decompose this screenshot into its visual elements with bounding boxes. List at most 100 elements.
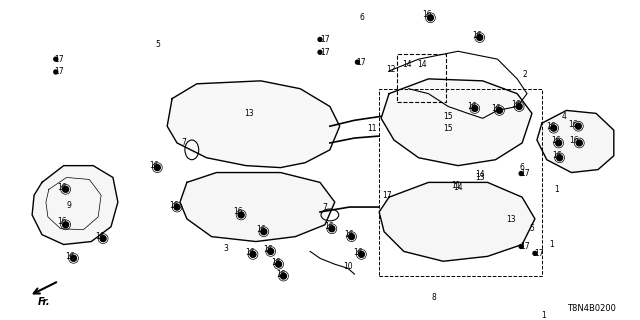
Circle shape xyxy=(268,248,274,254)
Text: 14: 14 xyxy=(475,170,484,179)
Circle shape xyxy=(355,60,360,64)
Circle shape xyxy=(280,273,287,279)
Text: 1: 1 xyxy=(554,185,559,194)
Circle shape xyxy=(250,252,256,257)
Polygon shape xyxy=(537,110,614,172)
Text: 6: 6 xyxy=(360,13,365,22)
Circle shape xyxy=(557,155,563,161)
Circle shape xyxy=(100,236,106,242)
Text: 17: 17 xyxy=(356,58,366,67)
Text: 11: 11 xyxy=(451,181,461,190)
Text: 1: 1 xyxy=(541,311,546,320)
Text: 4: 4 xyxy=(562,112,567,121)
Text: 16: 16 xyxy=(422,10,432,19)
Text: 3: 3 xyxy=(224,244,228,253)
Text: 17: 17 xyxy=(320,35,330,44)
Text: 16: 16 xyxy=(245,248,255,257)
Bar xyxy=(397,54,446,101)
Circle shape xyxy=(519,172,523,175)
Text: 5: 5 xyxy=(529,224,534,233)
Text: 16: 16 xyxy=(570,137,579,146)
Text: 16: 16 xyxy=(263,245,273,254)
Text: 7: 7 xyxy=(323,203,328,212)
Text: 15: 15 xyxy=(444,112,453,121)
Text: 13: 13 xyxy=(244,109,254,118)
Circle shape xyxy=(70,255,76,261)
Text: 17: 17 xyxy=(382,191,392,200)
Text: 16: 16 xyxy=(271,258,280,267)
Text: 16: 16 xyxy=(169,201,179,210)
Text: 16: 16 xyxy=(492,104,501,113)
Text: 14: 14 xyxy=(402,60,412,68)
Circle shape xyxy=(261,229,267,235)
Text: 16: 16 xyxy=(150,161,159,170)
Polygon shape xyxy=(381,79,532,166)
Circle shape xyxy=(477,35,483,40)
Text: 16: 16 xyxy=(57,217,67,226)
Circle shape xyxy=(276,261,282,267)
Circle shape xyxy=(533,252,537,255)
Text: 7: 7 xyxy=(182,139,186,148)
Text: 17: 17 xyxy=(54,55,63,64)
Text: 16: 16 xyxy=(276,269,285,279)
Text: 16: 16 xyxy=(467,102,477,111)
Text: 17: 17 xyxy=(520,242,530,251)
Text: 17: 17 xyxy=(320,48,330,57)
Circle shape xyxy=(54,57,58,61)
Text: 8: 8 xyxy=(431,293,436,302)
Text: 17: 17 xyxy=(54,68,63,76)
Circle shape xyxy=(577,140,582,146)
Circle shape xyxy=(63,222,68,228)
Text: 16: 16 xyxy=(546,122,556,131)
Circle shape xyxy=(550,125,557,131)
Polygon shape xyxy=(379,182,535,261)
Bar xyxy=(379,89,542,276)
Text: 2: 2 xyxy=(523,70,527,79)
Text: 11: 11 xyxy=(367,124,377,133)
Circle shape xyxy=(516,104,522,109)
Text: 17: 17 xyxy=(534,249,544,258)
Circle shape xyxy=(238,212,244,218)
Text: 16: 16 xyxy=(324,222,333,231)
Text: 16: 16 xyxy=(551,137,561,146)
Text: 16: 16 xyxy=(57,183,67,192)
Circle shape xyxy=(358,252,364,257)
Circle shape xyxy=(318,37,322,41)
Polygon shape xyxy=(167,81,340,168)
Circle shape xyxy=(556,140,561,146)
Text: 14: 14 xyxy=(417,60,426,68)
Text: 5: 5 xyxy=(155,40,160,49)
Circle shape xyxy=(63,186,68,192)
Text: 16: 16 xyxy=(354,248,364,257)
Text: 15: 15 xyxy=(444,124,453,133)
Text: 6: 6 xyxy=(520,163,525,172)
Text: 16: 16 xyxy=(511,100,521,109)
Text: 13: 13 xyxy=(475,173,484,182)
Text: 10: 10 xyxy=(343,262,353,271)
Circle shape xyxy=(497,108,502,113)
Polygon shape xyxy=(32,166,118,244)
Text: T8N4B0200: T8N4B0200 xyxy=(567,304,616,313)
Text: 1: 1 xyxy=(549,240,554,249)
Text: 12: 12 xyxy=(386,65,396,74)
Text: 16: 16 xyxy=(568,120,578,129)
Text: 14: 14 xyxy=(453,183,463,192)
Circle shape xyxy=(54,70,58,74)
Text: 16: 16 xyxy=(95,232,105,241)
Text: 16: 16 xyxy=(552,151,561,160)
Polygon shape xyxy=(180,172,335,242)
Text: 17: 17 xyxy=(520,169,530,178)
Text: 16: 16 xyxy=(344,230,353,239)
Text: 16: 16 xyxy=(472,31,481,40)
Circle shape xyxy=(174,204,180,210)
Text: 9: 9 xyxy=(66,201,71,210)
Circle shape xyxy=(519,244,523,248)
Circle shape xyxy=(575,123,581,129)
Circle shape xyxy=(318,50,322,54)
Circle shape xyxy=(154,165,160,171)
Text: 16: 16 xyxy=(65,252,74,261)
Circle shape xyxy=(349,234,355,240)
Circle shape xyxy=(329,226,335,232)
Text: 13: 13 xyxy=(506,215,516,224)
Circle shape xyxy=(472,106,477,111)
